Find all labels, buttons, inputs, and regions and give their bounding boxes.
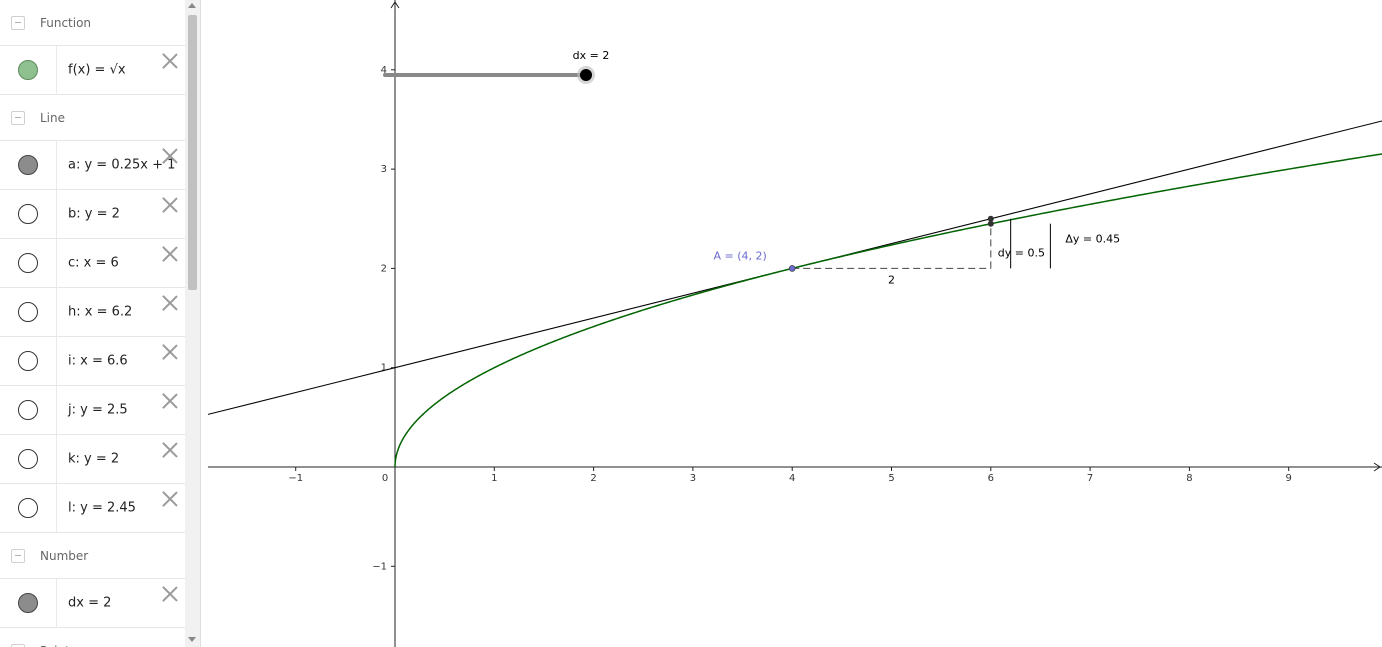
section-title: Line <box>40 110 66 125</box>
section-title: Number <box>40 548 89 563</box>
delete-icon[interactable] <box>161 441 179 459</box>
x-tick-label: 6 <box>988 473 994 484</box>
graphics-view[interactable]: −1 1 2 3 4 5 6 7 8 9 −1 1 2 3 4 0 dx = 2 2 dy = 0.5 Δy = 0.… <box>207 0 1382 647</box>
algebra-item[interactable]: dx = 2 <box>0 579 185 628</box>
collapse-icon[interactable] <box>11 548 25 563</box>
visibility-cell <box>0 190 57 238</box>
delete-icon[interactable] <box>161 490 179 508</box>
point-A-label: A = (4, 2) <box>714 249 767 262</box>
slider-label: dx = 2 <box>573 49 610 62</box>
delete-icon[interactable] <box>161 245 179 263</box>
visibility-toggle-icon[interactable] <box>18 593 38 613</box>
visibility-cell <box>0 239 57 287</box>
scrollbar-thumb[interactable] <box>188 15 197 290</box>
section-header-point: Point <box>0 628 185 647</box>
x-tick-label: 5 <box>888 473 894 484</box>
visibility-cell <box>0 435 57 483</box>
y-axis-arrow-icon <box>390 1 400 9</box>
visibility-toggle-icon[interactable] <box>18 60 38 80</box>
delete-icon[interactable] <box>161 585 179 603</box>
y-tick-label: −1 <box>372 561 387 572</box>
visibility-cell <box>0 337 57 385</box>
x-tick-label: 8 <box>1186 473 1192 484</box>
x-tick-label: 2 <box>590 473 596 484</box>
slider-handle[interactable] <box>580 69 592 81</box>
scroll-down-arrow-icon[interactable] <box>188 637 196 642</box>
algebra-list: Function f(x) = √x Line a: y = 0.25x + 1 b: … <box>0 0 185 647</box>
algebra-item[interactable]: f(x) = √x <box>0 46 185 95</box>
visibility-cell <box>0 579 57 627</box>
y-tick-label: 1 <box>381 363 387 374</box>
delete-icon[interactable] <box>161 196 179 214</box>
visibility-toggle-icon[interactable] <box>18 351 38 371</box>
section-title: Function <box>40 15 92 30</box>
visibility-toggle-icon[interactable] <box>18 400 38 420</box>
curve-point[interactable] <box>987 220 994 227</box>
algebra-definition[interactable]: h: x = 6.2 <box>68 304 133 320</box>
delete-icon[interactable] <box>161 52 179 70</box>
delete-icon[interactable] <box>161 343 179 361</box>
x-tick-label: 4 <box>789 473 795 484</box>
visibility-toggle-icon[interactable] <box>18 498 38 518</box>
delete-icon[interactable] <box>161 392 179 410</box>
algebra-definition[interactable]: c: x = 6 <box>68 255 119 271</box>
x-tick-label: 9 <box>1286 473 1292 484</box>
algebra-definition[interactable]: i: x = 6.6 <box>68 353 128 369</box>
delta-y-label: Δy = 0.45 <box>1065 233 1120 246</box>
dy-label: dy = 0.5 <box>998 246 1045 259</box>
y-tick-label: 2 <box>381 263 387 274</box>
visibility-cell <box>0 141 57 189</box>
section-header-function: Function <box>0 0 185 46</box>
tangent-point[interactable] <box>987 215 994 222</box>
section-title: Point <box>40 644 70 647</box>
algebra-view: Function f(x) = √x Line a: y = 0.25x + 1 b: … <box>0 0 201 647</box>
algebra-definition[interactable]: a: y = 0.25x + 1 <box>68 157 176 173</box>
origin-label: 0 <box>382 473 388 484</box>
dx-label: 2 <box>888 273 895 286</box>
visibility-cell <box>0 46 57 94</box>
algebra-definition[interactable]: b: y = 2 <box>68 206 120 222</box>
collapse-icon[interactable] <box>11 643 25 647</box>
visibility-toggle-icon[interactable] <box>18 449 38 469</box>
algebra-definition[interactable]: j: y = 2.5 <box>68 402 128 418</box>
visibility-cell <box>0 386 57 434</box>
visibility-toggle-icon[interactable] <box>18 204 38 224</box>
algebra-definition[interactable]: k: y = 2 <box>68 451 120 467</box>
y-tick-label: 4 <box>381 65 387 76</box>
algebra-item[interactable]: a: y = 0.25x + 1 <box>0 141 185 190</box>
section-header-number: Number <box>0 533 185 579</box>
visibility-toggle-icon[interactable] <box>18 302 38 322</box>
collapse-icon[interactable] <box>11 15 25 30</box>
algebra-item[interactable]: c: x = 6 <box>0 239 185 288</box>
algebra-item[interactable]: l: y = 2.45 <box>0 484 185 533</box>
scrollbar[interactable] <box>185 0 200 647</box>
graphics-canvas[interactable]: −1 1 2 3 4 5 6 7 8 9 −1 1 2 3 4 0 dx = 2 2 dy = 0.5 Δy = 0.… <box>207 0 1382 647</box>
algebra-definition[interactable]: f(x) = √x <box>68 62 126 78</box>
x-tick-label: 1 <box>491 473 497 484</box>
x-axis-arrow-icon <box>1373 462 1381 472</box>
algebra-definition[interactable]: l: y = 2.45 <box>68 500 136 516</box>
collapse-icon[interactable] <box>11 110 25 125</box>
algebra-item[interactable]: b: y = 2 <box>0 190 185 239</box>
x-tick-label: −1 <box>288 473 303 484</box>
section-header-line: Line <box>0 95 185 141</box>
delete-icon[interactable] <box>161 147 179 165</box>
x-tick-label: 7 <box>1087 473 1093 484</box>
algebra-item[interactable]: k: y = 2 <box>0 435 185 484</box>
visibility-toggle-icon[interactable] <box>18 253 38 273</box>
algebra-item[interactable]: i: x = 6.6 <box>0 337 185 386</box>
scroll-up-arrow-icon[interactable] <box>188 3 196 8</box>
delete-icon[interactable] <box>161 294 179 312</box>
algebra-definition[interactable]: dx = 2 <box>68 595 112 611</box>
function-curve-f[interactable] <box>394 153 1382 468</box>
algebra-item[interactable]: h: x = 6.2 <box>0 288 185 337</box>
visibility-cell <box>0 484 57 532</box>
point-A[interactable] <box>788 265 796 272</box>
visibility-cell <box>0 288 57 336</box>
x-tick-label: 3 <box>690 473 696 484</box>
y-tick-label: 3 <box>381 164 387 175</box>
algebra-item[interactable]: j: y = 2.5 <box>0 386 185 435</box>
visibility-toggle-icon[interactable] <box>18 155 38 175</box>
